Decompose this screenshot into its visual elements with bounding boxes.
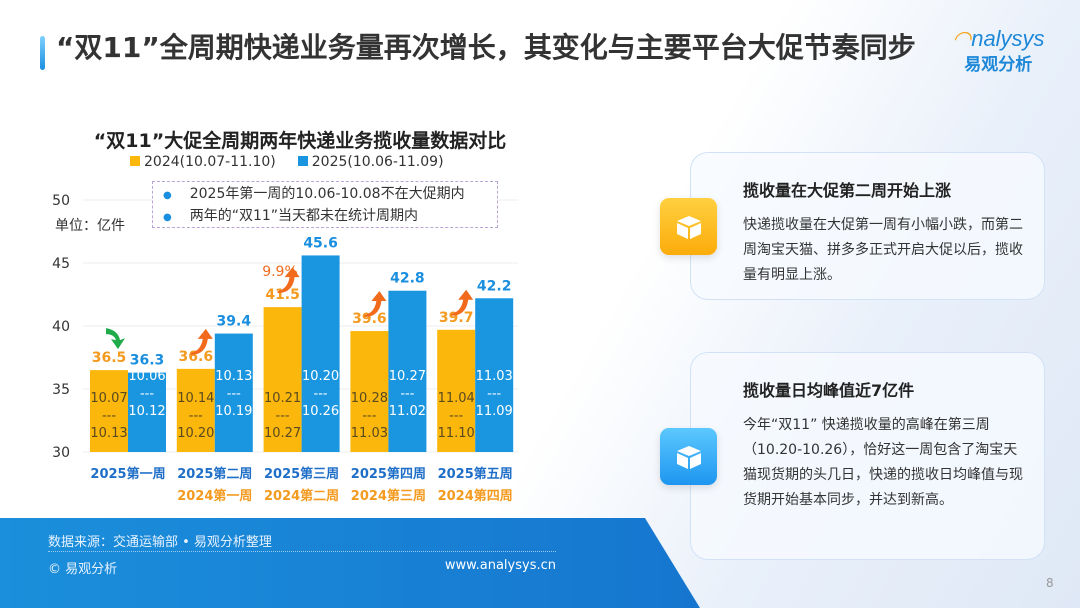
data-label: 39.7 xyxy=(439,310,474,326)
bar-2024 xyxy=(176,368,215,452)
bar-2025 xyxy=(128,372,166,452)
y-tick-label: 50 xyxy=(52,193,70,209)
x-tick-label-2024: 2024第一周 xyxy=(177,488,252,504)
page-title: “双11”全周期快递业务量再次增长，其变化与主要平台大促节奏同步 xyxy=(56,31,916,64)
date-range-label: 10.21 xyxy=(264,391,301,406)
y-tick-label: 40 xyxy=(52,319,70,335)
date-range-label: 11.10 xyxy=(438,426,475,441)
logo-en: ◠nalysys xyxy=(952,26,1045,51)
data-label: 36.3 xyxy=(130,353,165,369)
data-label: 42.8 xyxy=(390,271,425,287)
bar-2024 xyxy=(90,370,128,452)
date-range-label: 10.26 xyxy=(302,404,339,419)
bar-2025 xyxy=(301,255,340,452)
date-range-label: 11.03 xyxy=(351,426,388,441)
card-title: 揽收量在大促第二周开始上涨 xyxy=(743,181,952,200)
growth-annotation: 9.9% xyxy=(262,264,298,280)
trend-up-arrow-icon xyxy=(364,291,387,318)
logo-cn: 易观分析 xyxy=(964,55,1033,75)
date-range-label: 10.13 xyxy=(215,369,252,384)
bar-2024 xyxy=(437,329,476,452)
bar-2025 xyxy=(388,290,427,452)
card-body: 今年“双11” 快递揽收量的高峰在第三周（10.20-10.26），恰好这一周包… xyxy=(743,417,1023,508)
y-tick-label: 45 xyxy=(52,256,70,272)
date-range-label: 10.14 xyxy=(177,391,214,406)
trend-up-arrow-icon xyxy=(451,289,474,316)
copyright: © 易观分析 xyxy=(48,562,118,577)
y-tick-label: 30 xyxy=(52,445,70,461)
data-label: 36.5 xyxy=(92,350,127,366)
bar-chart: 30 35 40 45 50 36.5 10.07 --- 10.13 36.310.06 --- 1… xyxy=(52,193,518,504)
logo: ◠nalysys 易观分析 xyxy=(952,26,1045,75)
date-range-label: --- xyxy=(449,409,463,424)
website-link[interactable]: www.analysys.cn xyxy=(444,558,556,573)
date-range-label: --- xyxy=(140,387,154,402)
date-range-label: --- xyxy=(314,387,328,402)
date-range-label: 11.02 xyxy=(389,404,426,419)
trend-up-arrow-icon xyxy=(277,267,300,294)
data-label: 42.2 xyxy=(477,278,512,294)
x-tick-label: 2025第一周 xyxy=(90,466,165,482)
note-item: ● 两年的“双11”当天都未在统计周期内 xyxy=(163,208,419,224)
date-range-label: 11.03 xyxy=(476,369,513,384)
date-range-label: 10.20 xyxy=(177,426,214,441)
legend-item-2025: 2025(10.06-11.09) xyxy=(297,154,444,170)
chart-title: “双11”大促全周期两年快递业务揽收量数据对比 xyxy=(93,130,507,152)
card-body: 快递揽收量在大促第一周有小幅小跌，而第二周淘宝天猫、拼多多正式开启大促以后，揽收… xyxy=(743,217,1023,283)
package-icon xyxy=(660,428,717,485)
data-source: 数据来源：交通运输部 • 易观分析整理 xyxy=(48,535,272,550)
data-label: 41.5 xyxy=(265,287,300,303)
insight-card-1: 揽收量在大促第二周开始上涨 快递揽收量在大促第一周有小幅小跌，而第二周淘宝天猫、… xyxy=(690,152,1045,300)
bar-2024 xyxy=(350,331,389,452)
chart-legend: 2024(10.07-11.10) 2025(10.06-11.09) xyxy=(130,154,444,170)
date-range-label: 10.12 xyxy=(128,404,165,419)
date-range-label: 10.13 xyxy=(90,426,127,441)
x-tick-label: 2025第二周 xyxy=(177,466,252,482)
date-range-label: --- xyxy=(400,387,414,402)
date-range-label: 11.09 xyxy=(476,404,513,419)
package-icon xyxy=(660,198,717,255)
bar-2024 xyxy=(263,307,302,452)
date-range-label: --- xyxy=(276,409,290,424)
date-range-label: 10.27 xyxy=(389,369,426,384)
unit-label: 单位：亿件 xyxy=(55,218,125,234)
x-tick-label-2024: 2024第二周 xyxy=(264,488,339,504)
page-number: 8 xyxy=(1046,576,1054,590)
date-range-label: 10.06 xyxy=(128,369,165,384)
date-range-label: --- xyxy=(102,409,116,424)
data-label: 36.6 xyxy=(179,349,214,365)
x-tick-label: 2025第三周 xyxy=(264,466,339,482)
card-title: 揽收量日均峰值近7亿件 xyxy=(743,381,915,400)
x-tick-label: 2025第四周 xyxy=(351,466,426,482)
insight-card-2: 揽收量日均峰值近7亿件 今年“双11” 快递揽收量的高峰在第三周（10.20-1… xyxy=(690,352,1045,560)
footer-band xyxy=(0,518,700,608)
x-tick-label: 2025第五周 xyxy=(438,466,513,482)
trend-up-arrow-icon xyxy=(190,328,213,355)
date-range-label: 11.04 xyxy=(438,391,475,406)
date-range-label: 10.28 xyxy=(351,391,388,406)
date-range-label: --- xyxy=(362,409,376,424)
date-range-label: --- xyxy=(487,387,501,402)
chart-note-box: ● 2025年第一周的10.06-10.08不在大促期内 ● 两年的“双11”当天都… xyxy=(152,181,498,228)
note-item: ● 2025年第一周的10.06-10.08不在大促期内 xyxy=(163,186,465,202)
title-accent-bar xyxy=(40,36,45,70)
date-range-label: 10.27 xyxy=(264,426,301,441)
y-tick-label: 35 xyxy=(52,382,70,398)
date-range-label: --- xyxy=(227,387,241,402)
date-range-label: --- xyxy=(189,409,203,424)
data-label: 39.4 xyxy=(217,314,252,330)
date-range-label: 10.07 xyxy=(90,391,127,406)
bar-2025 xyxy=(475,298,514,452)
footer-divider xyxy=(48,551,556,552)
date-range-label: 10.20 xyxy=(302,369,339,384)
legend-item-2024: 2024(10.07-11.10) xyxy=(130,154,276,170)
data-label: 39.6 xyxy=(352,311,387,327)
bar-2025 xyxy=(214,333,253,452)
date-range-label: 10.19 xyxy=(215,404,252,419)
x-tick-label-2024: 2024第四周 xyxy=(438,488,513,504)
data-label: 45.6 xyxy=(303,235,338,251)
trend-down-arrow-icon xyxy=(106,328,125,350)
x-tick-label-2024: 2024第三周 xyxy=(351,488,426,504)
